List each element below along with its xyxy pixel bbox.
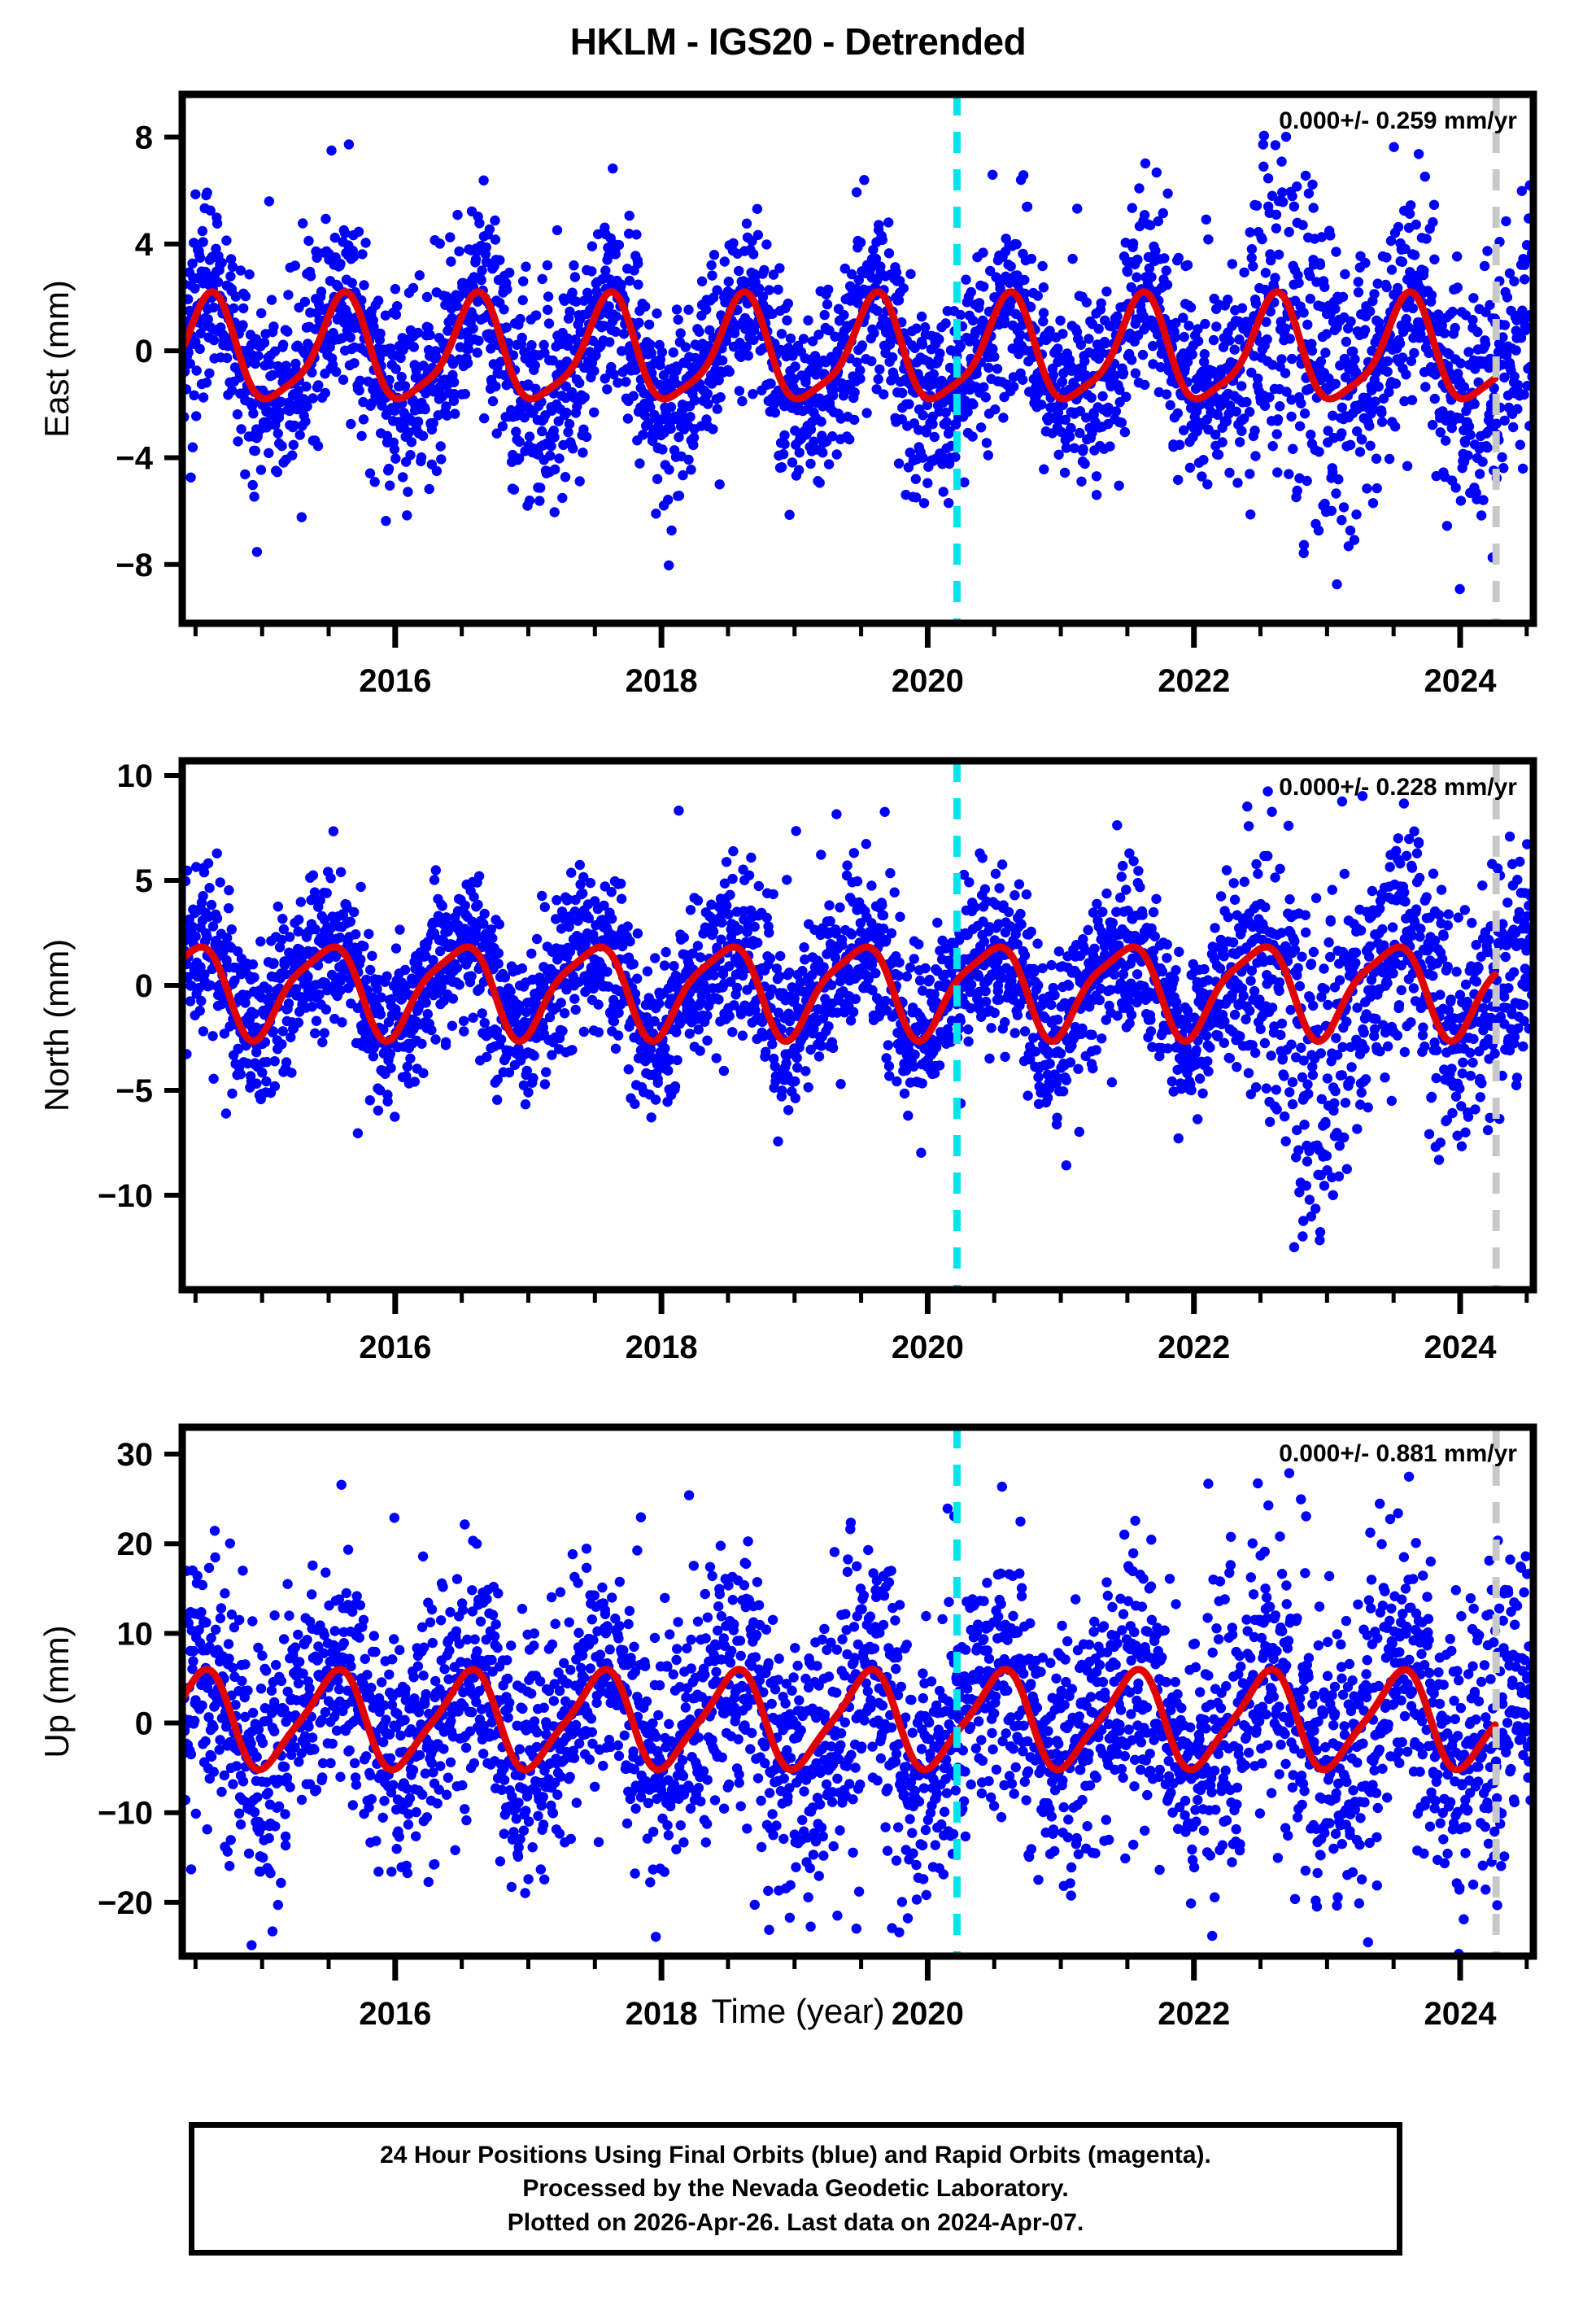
- rate-annotation: 0.000+/- 0.881 mm/yr: [1279, 1440, 1517, 1467]
- caption-box: 24 Hour Positions Using Final Orbits (bl…: [189, 2122, 1402, 2256]
- y-tick-label: 0: [135, 1706, 153, 1742]
- panel-north: −10 −5 0 5 10 2016 2018 2020 2022 2024 0.000+/- 0.…: [37, 758, 1537, 1365]
- x-axis-label: Time (year): [0, 1992, 1596, 2031]
- y-tick-label: 8: [135, 120, 153, 156]
- y-tick-label: −10: [98, 1796, 153, 1832]
- caption-line-2: Processed by the Nevada Geodetic Laborat…: [522, 2172, 1068, 2205]
- x-tick-label: 2018: [626, 663, 698, 699]
- scatter-points: [179, 1468, 1537, 1959]
- y-tick-label: 10: [117, 758, 154, 794]
- x-tick-label: 2016: [359, 1330, 431, 1365]
- rate-annotation: 0.000+/- 0.259 mm/yr: [1279, 107, 1517, 134]
- x-tick-label: 2024: [1424, 1330, 1498, 1365]
- data-layer: [178, 761, 1537, 1290]
- data-layer: [179, 1427, 1537, 1959]
- y-tick-label: 30: [117, 1437, 154, 1473]
- y-tick-label: −5: [116, 1073, 153, 1109]
- y-tick-label: 0: [135, 968, 153, 1004]
- y-tick-label: 0: [135, 334, 153, 369]
- y-axis-label: East (mm): [37, 280, 76, 438]
- x-tick-label: 2024: [1424, 663, 1498, 699]
- y-tick-label: 20: [117, 1526, 154, 1562]
- x-tick-label: 2022: [1158, 1330, 1230, 1365]
- x-tick-label: 2016: [359, 663, 431, 699]
- x-tick-label: 2020: [892, 663, 964, 699]
- caption-line-1: 24 Hour Positions Using Final Orbits (bl…: [380, 2138, 1211, 2172]
- y-tick-label: 5: [135, 863, 153, 899]
- y-tick-label: −8: [116, 548, 153, 583]
- y-axis-label: Up (mm): [37, 1625, 76, 1758]
- panel-east: −8 −4 0 4 8 2016 2018 2020 2022 2024 0.000+/- 0.25…: [37, 81, 1537, 699]
- y-tick-label: −10: [98, 1178, 153, 1214]
- caption-line-3: Plotted on 2026-Apr-26. Last data on 202…: [508, 2206, 1084, 2239]
- x-tick-label: 2022: [1158, 663, 1230, 699]
- scatter-points: [179, 81, 1537, 594]
- y-tick-label: 10: [117, 1616, 154, 1652]
- y-tick-label: 4: [135, 227, 154, 263]
- x-tick-label: 2020: [892, 1330, 964, 1365]
- x-tick-label: 2018: [626, 1330, 698, 1365]
- y-axis-label: North (mm): [37, 939, 76, 1112]
- y-tick-label: −20: [98, 1885, 153, 1921]
- rate-annotation: 0.000+/- 0.228 mm/yr: [1279, 774, 1517, 801]
- data-layer: [179, 81, 1537, 623]
- y-tick-label: −4: [116, 440, 153, 476]
